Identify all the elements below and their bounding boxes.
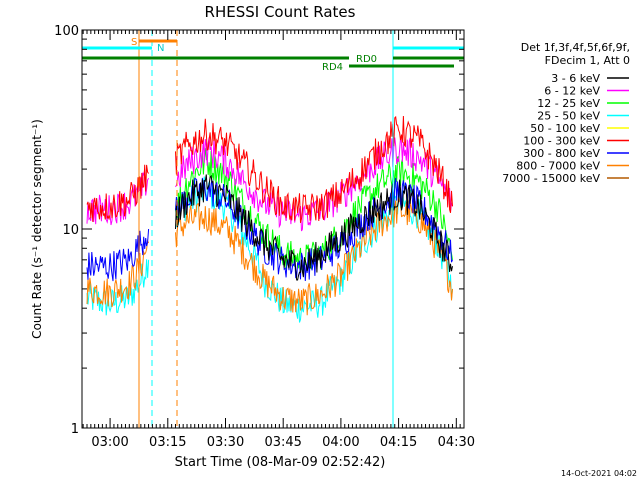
- legend-label: 100 - 300 keV: [523, 135, 600, 148]
- legend-label: 300 - 800 keV: [523, 147, 600, 160]
- series-line-300-800-kev: [175, 177, 453, 282]
- legend: Det 1f,3f,4f,5f,6f,9f, FDecim 1, Att 0 3…: [502, 41, 630, 185]
- legend-label: 800 - 7000 keV: [516, 160, 600, 173]
- series-line-100-300-kev: [86, 164, 150, 222]
- y-tick-label: 1: [71, 422, 79, 437]
- legend-label: 3 - 6 keV: [551, 72, 600, 85]
- rd4-label: RD4: [322, 62, 343, 73]
- footer-date: 14-Oct-2021 04:02: [561, 469, 637, 478]
- legend-label: 12 - 25 keV: [537, 97, 600, 110]
- x-tick-label: 03:30: [207, 435, 244, 450]
- series-line-300-800-kev: [86, 228, 150, 282]
- legend-header-2: FDecim 1, Att 0: [545, 54, 630, 67]
- legend-label: 25 - 50 keV: [537, 110, 600, 123]
- x-tick-label: 04:30: [438, 435, 475, 450]
- chart-title: RHESSI Count Rates: [205, 3, 356, 21]
- x-tick-label: 03:45: [264, 435, 301, 450]
- plot-area: [86, 115, 453, 323]
- y-tick-label: 10: [62, 223, 79, 238]
- x-tick-label: 03:00: [91, 435, 128, 450]
- series-line-800-7000-kev: [86, 239, 150, 308]
- series-line-3-6-kev: [175, 174, 453, 281]
- x-tick-label: 04:15: [380, 435, 417, 450]
- y-axis-label: Count Rate (s⁻¹ detector segment⁻¹): [30, 119, 44, 339]
- legend-label: 50 - 100 keV: [530, 122, 600, 135]
- x-tick-label: 03:15: [149, 435, 186, 450]
- series-line-12-25-kev: [175, 147, 453, 275]
- series-line-100-300-kev: [175, 115, 453, 224]
- x-tick-label: 04:00: [322, 435, 359, 450]
- legend-label: 7000 - 15000 keV: [502, 172, 600, 185]
- y-tick-label: 100: [54, 24, 79, 39]
- legend-label: 6 - 12 keV: [544, 85, 600, 98]
- axes: 1 10 100 03:00 03:15 03:30 03:45 04:00 04:15 04:3…: [54, 24, 475, 450]
- legend-header-1: Det 1f,3f,4f,5f,6f,9f,: [521, 41, 630, 54]
- x-axis-label: Start Time (08-Mar-09 02:52:42): [175, 455, 386, 470]
- rd0-label: RD0: [356, 54, 377, 65]
- n-label: N: [157, 43, 164, 54]
- s-label: S: [131, 37, 137, 48]
